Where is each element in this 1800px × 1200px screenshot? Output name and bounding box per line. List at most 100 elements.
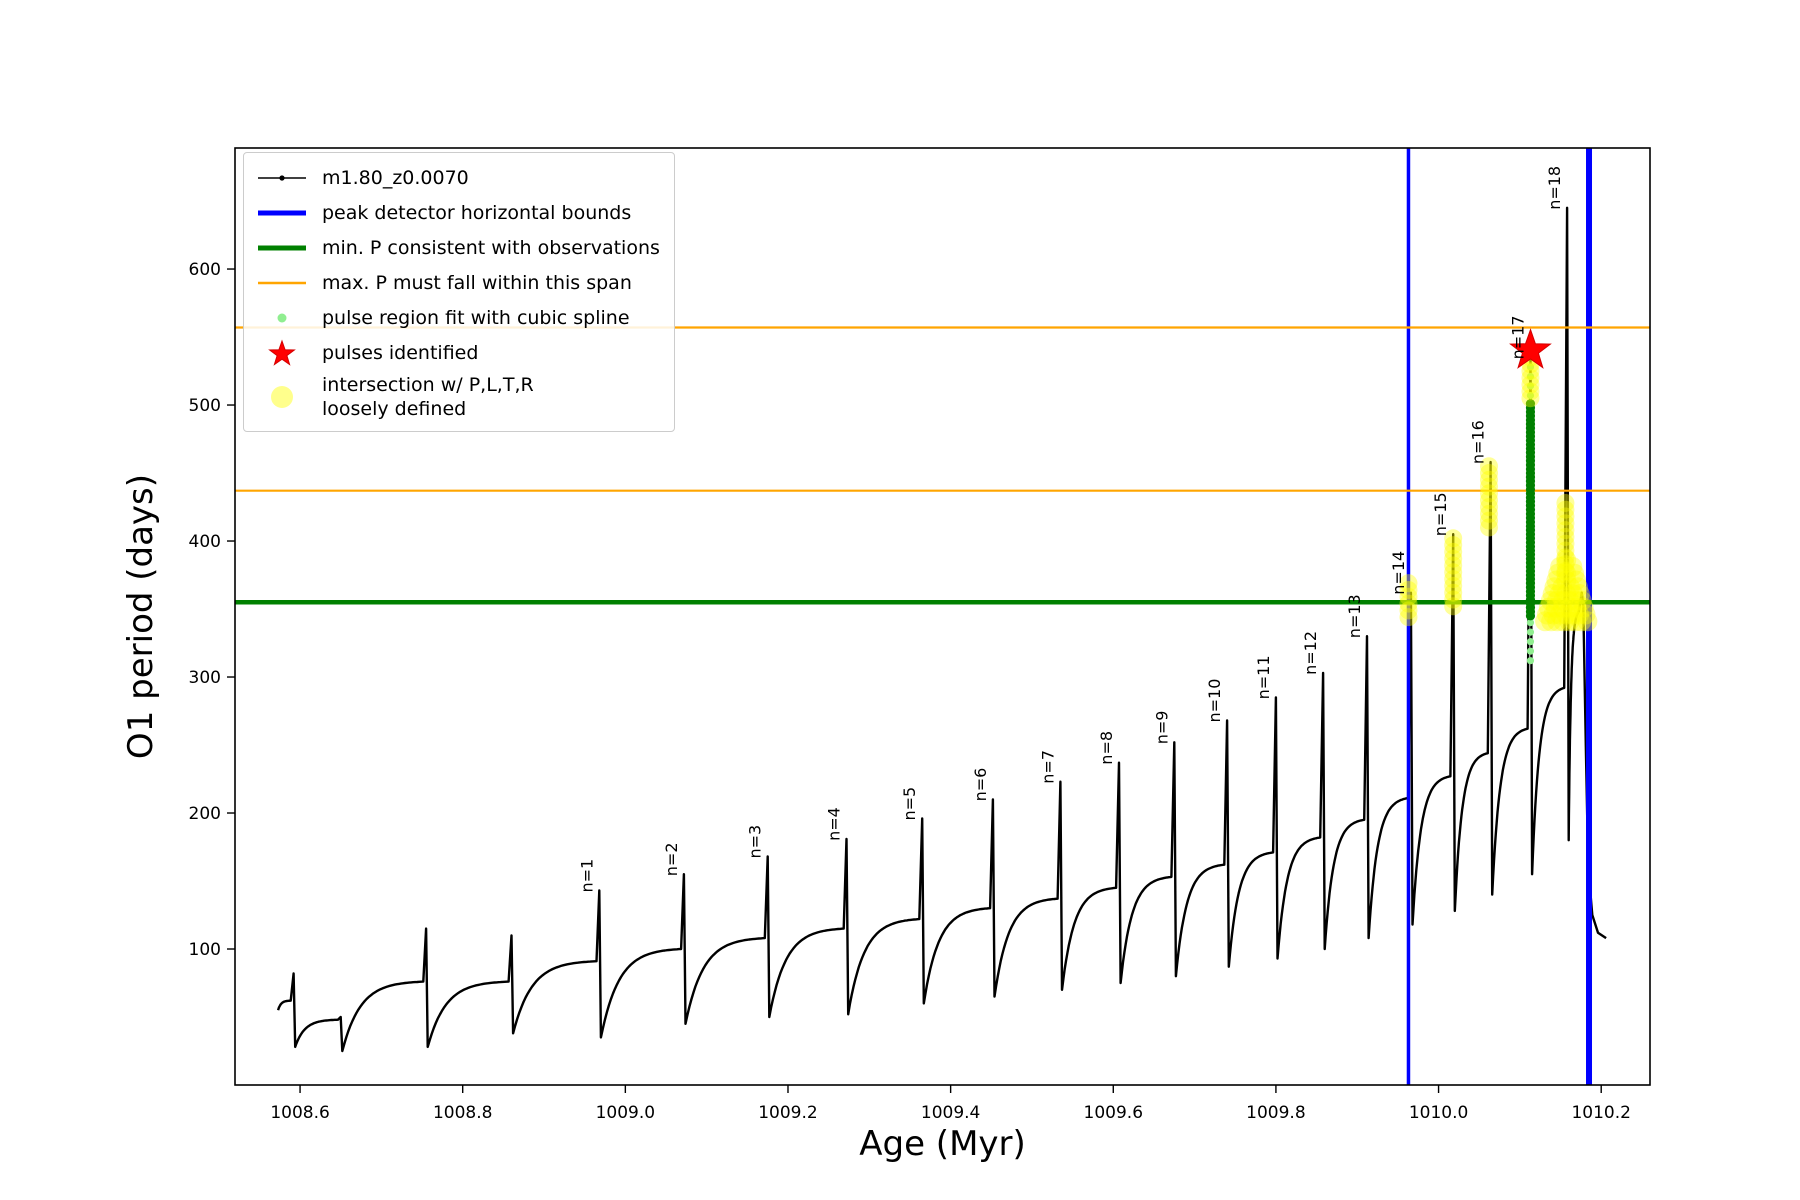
intersection-dot	[1550, 556, 1571, 577]
peak-label: n=14	[1389, 551, 1408, 595]
intersection-dot	[1535, 611, 1556, 632]
intersection-dot	[1399, 608, 1418, 627]
plot-spines	[234, 147, 1651, 1086]
spline-dot	[1526, 372, 1535, 381]
intersection-dot	[1540, 590, 1561, 611]
peak-label: n=11	[1254, 655, 1273, 699]
peak-label: n=4	[825, 807, 844, 841]
intersection-dot	[1564, 563, 1585, 584]
peak-label: n=8	[1097, 731, 1116, 765]
intersection-dot	[1565, 611, 1586, 632]
intersection-dot	[1553, 611, 1574, 632]
peak-label: n=2	[662, 842, 681, 876]
line-dot-swatch	[254, 163, 310, 193]
intersection-dot	[1566, 597, 1587, 618]
intersection-dot	[1556, 534, 1575, 553]
spline-dot	[1526, 382, 1535, 390]
intersection-dot	[1556, 548, 1575, 567]
pulse-region-dots	[1525, 363, 1536, 665]
x-tick-label: 1009.2	[758, 1103, 817, 1123]
legend-marker	[258, 245, 306, 251]
legend-item-series: m1.80_z0.0070	[254, 163, 660, 193]
green-dot-swatch	[254, 303, 310, 333]
intersection-dot	[1573, 597, 1594, 618]
intersection-dot	[1479, 464, 1498, 483]
intersection-dot	[1444, 549, 1463, 568]
yellow-dot-swatch	[254, 382, 310, 412]
legend-marker	[277, 313, 287, 323]
legend-marker	[258, 210, 306, 216]
intersection-dot	[1562, 556, 1583, 577]
intersection-dot	[1479, 504, 1498, 523]
track-polyline	[276, 206, 1607, 1053]
y-axis-label: O1 period (days)	[121, 474, 161, 759]
intersection-dot	[1556, 521, 1575, 540]
intersection-dot	[1444, 529, 1463, 548]
legend-label: max. P must fall within this span	[322, 272, 632, 294]
intersection-dot	[1556, 507, 1575, 526]
intersection-dot	[1553, 590, 1574, 611]
intersection-dot	[1556, 555, 1575, 574]
spline-dot	[1526, 619, 1535, 627]
peak-label: n=3	[746, 825, 765, 859]
intersection-dot	[1548, 563, 1569, 584]
intersection-dot	[1479, 498, 1498, 517]
intersection-dot	[1577, 611, 1598, 632]
peak-label: n=16	[1469, 420, 1488, 464]
peak-label: n=5	[900, 787, 919, 821]
intersection-dot	[1565, 590, 1586, 611]
y-tick-label: 600	[189, 260, 221, 280]
y-tick-label: 300	[189, 668, 221, 688]
intersection-dot	[1444, 583, 1463, 602]
intersection-dot	[1546, 590, 1567, 611]
intersection-dot	[1556, 550, 1577, 571]
intersection-dot	[1571, 611, 1592, 632]
intersection-dot	[1399, 580, 1418, 599]
peak-label: n=1	[577, 859, 596, 893]
intersection-dot	[1536, 604, 1557, 625]
intersection-dot	[1479, 484, 1498, 503]
intersection-dot	[1521, 375, 1540, 394]
intersection-dot	[1521, 382, 1540, 401]
intersection-dot	[1556, 541, 1575, 560]
intersection-dot	[1399, 574, 1418, 593]
y-tick-label: 200	[189, 804, 221, 824]
intersection-dot	[1556, 514, 1575, 533]
intersection-dot	[1547, 611, 1568, 632]
intersection-dot	[1479, 511, 1498, 530]
intersection-dot	[1444, 590, 1463, 609]
x-tick-label: 1009.0	[596, 1103, 655, 1123]
intersection-dot	[1571, 590, 1592, 611]
legend-marker	[271, 386, 293, 408]
pulse-identified-star	[1509, 328, 1552, 369]
intersection-dot	[1479, 518, 1498, 537]
intersection-dot	[1521, 389, 1540, 408]
y-tick-label: 500	[189, 396, 221, 416]
intersection-dot	[1556, 527, 1575, 546]
peak-label: n=9	[1152, 711, 1171, 745]
legend-item-intersection: intersection w/ P,L,T,R loosely defined	[254, 373, 660, 421]
intersection-dot	[1444, 556, 1463, 575]
x-tick-label: 1009.8	[1246, 1103, 1305, 1123]
intersection-dot	[1575, 604, 1596, 625]
intersection-dot	[1545, 597, 1566, 618]
intersection-dot	[1549, 584, 1570, 605]
intersection-dot	[1559, 611, 1580, 632]
legend-item-peak-bounds: peak detector horizontal bounds	[254, 198, 660, 228]
intersection-dot	[1521, 368, 1540, 387]
intersection-dot	[1556, 563, 1577, 584]
intersection-dot	[1444, 570, 1463, 589]
intersection-dot	[1556, 500, 1575, 519]
green-line-swatch	[254, 233, 310, 263]
model-track-curve	[276, 206, 1607, 1053]
pulse-star-icon	[1509, 328, 1552, 369]
intersection-dot	[1399, 587, 1418, 606]
legend-label: m1.80_z0.0070	[322, 167, 469, 189]
intersection-dot	[1569, 604, 1590, 625]
blue-line-swatch	[254, 198, 310, 228]
legend-label: intersection w/ P,L,T,R loosely defined	[322, 374, 534, 420]
x-tick-label: 1009.6	[1084, 1103, 1143, 1123]
axes: 1008.6 1008.8 1009.0 1009.2 1009.4 1009.6 1009…	[121, 147, 1651, 1164]
intersection-dot	[1566, 570, 1587, 591]
intersection-dot	[1479, 491, 1498, 510]
